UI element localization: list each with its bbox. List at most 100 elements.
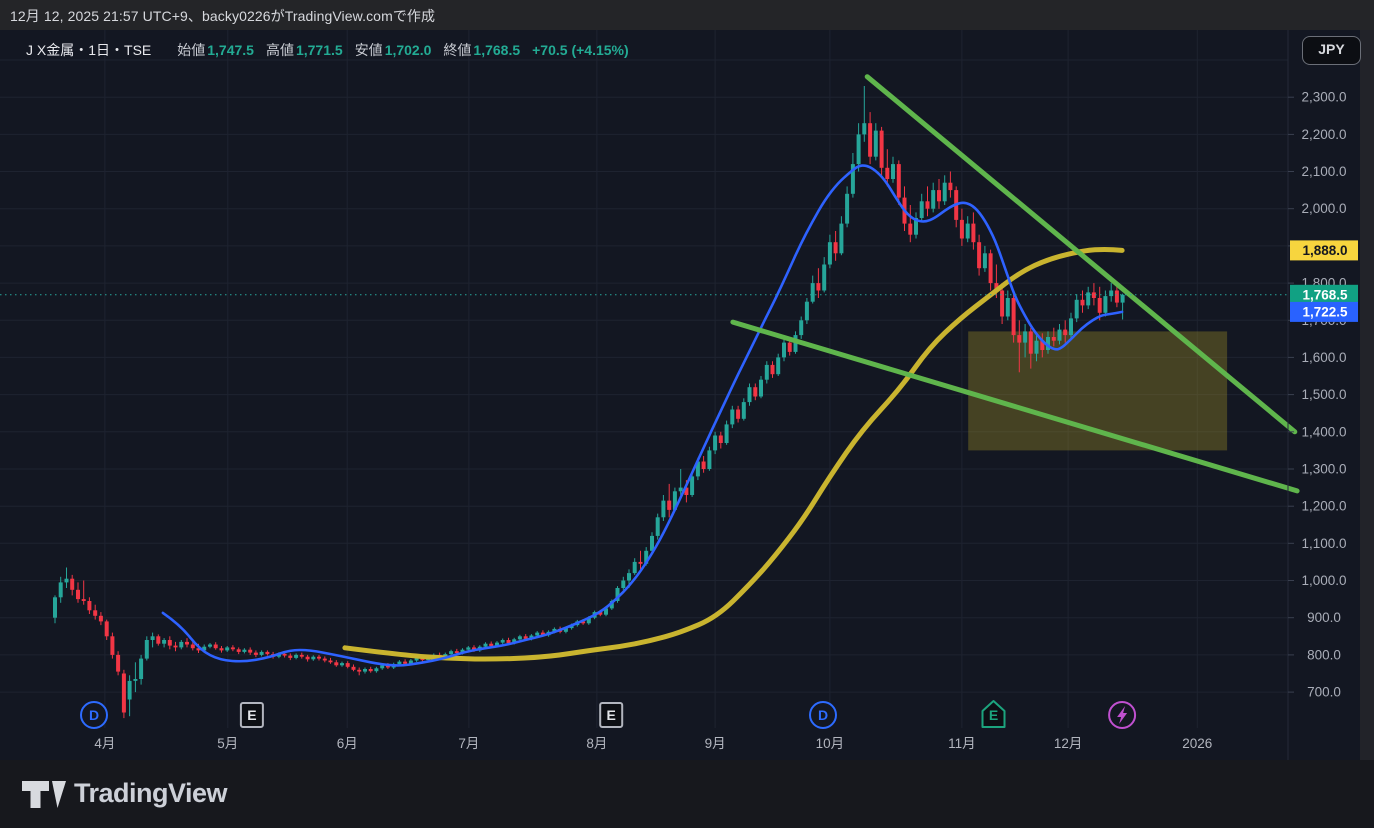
price-label-1722.5: 1,722.5: [1290, 301, 1358, 322]
candle: [971, 223, 976, 243]
candle: [799, 320, 804, 336]
time-axis-label: 7月: [458, 736, 479, 751]
event-marker-E[interactable]: E: [239, 702, 264, 728]
candle: [208, 644, 212, 647]
chart-pane[interactable]: 700.0 800.0 900.0 1,000.0 1,100.0 1,200.0 1,30…: [0, 30, 1361, 760]
candle: [604, 608, 608, 615]
candle: [535, 632, 540, 636]
candle: [1011, 298, 1016, 336]
candle: [64, 578, 69, 583]
candle: [156, 636, 161, 644]
candle: [236, 649, 241, 652]
candle: [449, 651, 454, 655]
candle: [294, 654, 299, 658]
candle: [173, 645, 178, 648]
high-label: 高値: [265, 42, 294, 58]
candle: [707, 450, 712, 469]
time-axis-label: 6月: [337, 736, 358, 751]
price-axis-label: 900.0: [1307, 610, 1341, 625]
candle: [133, 679, 138, 681]
time-axis[interactable]: 4月 5月 6月 7月 8月 9月 10月 11月 12月 2026: [94, 736, 1212, 751]
event-marker-E[interactable]: E: [599, 702, 624, 728]
candle: [667, 500, 672, 510]
price-axis-label: 800.0: [1307, 647, 1341, 662]
candle: [982, 253, 987, 269]
candle: [305, 656, 310, 660]
tradingview-logo-icon: [22, 781, 66, 808]
candle: [363, 669, 367, 672]
time-axis-label: 5月: [217, 736, 238, 751]
candle: [1005, 298, 1010, 317]
candle: [1091, 292, 1096, 298]
candle: [328, 660, 333, 663]
candle: [868, 123, 873, 157]
time-axis-label: 4月: [94, 736, 115, 751]
candle: [139, 658, 144, 679]
close-value: 1,768.5: [473, 42, 521, 58]
candle: [523, 636, 528, 639]
upper-descending-trendline[interactable]: [864, 74, 1298, 435]
grid: [0, 30, 1288, 728]
event-marker-E[interactable]: E: [981, 700, 1006, 728]
candle: [121, 673, 126, 713]
candle: [713, 435, 718, 451]
candle: [965, 223, 970, 239]
price-label-1888: 1,888.0: [1290, 240, 1358, 261]
symbol-header: J X金属・1日・TSE 始値 1,747.5 高値 1,771.5 安値 1,702.0 終…: [26, 40, 629, 60]
candle: [827, 242, 832, 265]
svg-text:1,722.5: 1,722.5: [1302, 305, 1348, 320]
candle: [753, 387, 758, 397]
candle: [242, 649, 247, 652]
candle: [144, 640, 149, 659]
candle: [759, 379, 763, 397]
candle: [776, 357, 781, 375]
candle: [230, 647, 235, 650]
candle: [408, 660, 413, 664]
candle: [322, 658, 327, 661]
price-axis[interactable]: 700.0 800.0 900.0 1,000.0 1,100.0 1,200.0 1,30…: [1287, 30, 1347, 760]
candle: [787, 342, 792, 352]
ma-slow-line[interactable]: [342, 247, 1125, 662]
candle: [959, 219, 964, 239]
open-label: 始値: [177, 42, 206, 58]
close-label: 終値: [443, 42, 472, 58]
open-value: 1,747.5: [207, 42, 254, 58]
candle: [414, 657, 419, 661]
price-axis-label: 2,000.0: [1301, 201, 1346, 216]
footer-bar: TradingView: [0, 760, 1374, 828]
event-marker-D[interactable]: D: [80, 701, 108, 729]
candle: [552, 628, 557, 632]
candle: [988, 253, 993, 284]
candle: [1063, 329, 1068, 336]
svg-text:1,768.5: 1,768.5: [1302, 288, 1348, 303]
candle: [845, 193, 850, 224]
candle: [299, 654, 304, 657]
currency-button[interactable]: JPY: [1302, 36, 1361, 65]
ma-fast-line[interactable]: [161, 164, 1124, 667]
event-marker-flash[interactable]: [1108, 701, 1137, 729]
time-axis-label: 9月: [705, 736, 726, 751]
candle: [540, 632, 545, 636]
candle: [253, 652, 258, 655]
candle: [454, 651, 459, 653]
price-chart-canvas[interactable]: 700.0 800.0 900.0 1,000.0 1,100.0 1,200.0 1,30…: [0, 30, 1360, 760]
candle: [385, 665, 390, 668]
candle: [248, 649, 253, 653]
candle: [357, 669, 362, 672]
candle: [1114, 290, 1119, 303]
candle: [1046, 337, 1050, 350]
candle: [397, 661, 402, 665]
candle: [764, 364, 769, 380]
candle: [282, 653, 287, 656]
candle: [162, 640, 167, 644]
candle: [489, 643, 494, 646]
candle: [632, 561, 637, 574]
high-value: 1,771.5: [295, 42, 343, 58]
candle: [265, 651, 270, 655]
candle: [695, 461, 700, 477]
candle: [288, 655, 293, 658]
candle: [810, 283, 815, 302]
lower-descending-trendline[interactable]: [730, 319, 1300, 494]
event-marker-D[interactable]: D: [809, 701, 837, 729]
candle: [466, 647, 471, 650]
